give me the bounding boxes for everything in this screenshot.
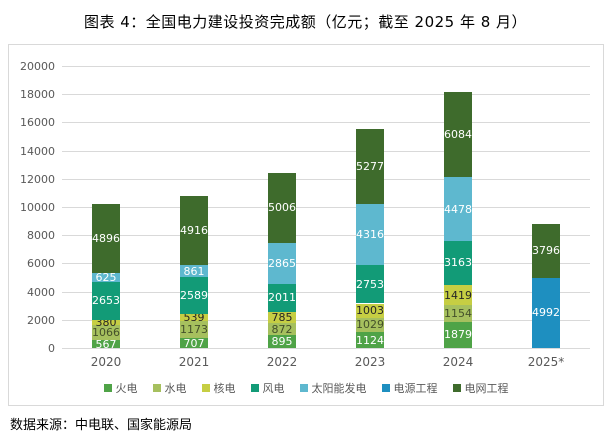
bar-segment bbox=[268, 312, 296, 324]
x-axis-label: 2024 bbox=[442, 355, 474, 369]
gridline bbox=[62, 348, 590, 349]
bar-segment bbox=[444, 285, 472, 306]
legend-swatch bbox=[299, 384, 308, 392]
legend-label: 水电 bbox=[164, 382, 187, 395]
y-axis-tick-label: 10000 bbox=[20, 201, 55, 214]
gridline bbox=[62, 291, 590, 293]
gridline bbox=[62, 66, 590, 67]
source-note: 数据来源：中电联、国家能源局 bbox=[10, 418, 193, 433]
bar-segment bbox=[180, 313, 208, 322]
bar-segment bbox=[444, 321, 472, 348]
legend-swatch bbox=[152, 384, 161, 392]
gridline bbox=[62, 207, 590, 208]
bar-segment bbox=[532, 224, 560, 278]
bar-segment bbox=[268, 323, 296, 336]
x-axis-label: 2022 bbox=[266, 355, 298, 369]
y-axis-tick-label: 20000 bbox=[20, 60, 55, 73]
gridline bbox=[62, 319, 590, 321]
gridline bbox=[62, 94, 590, 96]
legend-swatch bbox=[452, 384, 461, 392]
gridline bbox=[62, 235, 590, 237]
legend-swatch bbox=[381, 384, 390, 392]
y-axis-tick-label: 14000 bbox=[20, 144, 55, 158]
bar-segment bbox=[356, 203, 384, 265]
legend-item: 火电 bbox=[103, 380, 138, 396]
bar-segment bbox=[92, 319, 120, 325]
bar-segment bbox=[444, 91, 472, 178]
bar-segment bbox=[180, 338, 208, 348]
y-axis-tick-label: 8000 bbox=[27, 229, 55, 243]
bar-segment bbox=[444, 177, 472, 241]
bar-segment bbox=[268, 283, 296, 312]
bar-segment bbox=[92, 282, 120, 320]
y-axis-tick-label: 4000 bbox=[27, 285, 55, 299]
gridline bbox=[62, 150, 590, 152]
y-axis-tick-label: 6000 bbox=[27, 257, 55, 271]
chart-box: 567 1066 380 2653 625 4896 707 1173 539 2589 861 49… bbox=[8, 44, 604, 406]
legend-swatch bbox=[103, 384, 112, 392]
legend-item: 电源工程 bbox=[381, 380, 438, 396]
bar-segment bbox=[356, 264, 384, 304]
bar-segment bbox=[444, 305, 472, 322]
x-axis-label: 2021 bbox=[178, 355, 210, 369]
legend-item: 太阳能发电 bbox=[299, 380, 367, 396]
legend-item: 风电 bbox=[250, 380, 285, 396]
legend-swatch bbox=[250, 384, 259, 392]
chart-title: 图表 4：全国电力建设投资完成额（亿元；截至 2025 年 8 月） bbox=[83, 13, 528, 31]
y-axis-tick-label: 2000 bbox=[27, 313, 55, 327]
bar-segment bbox=[92, 204, 120, 274]
legend-label: 火电 bbox=[115, 382, 138, 395]
bar-segment bbox=[356, 303, 384, 318]
bar-segment bbox=[444, 240, 472, 286]
legend-item: 电网工程 bbox=[452, 380, 509, 396]
legend-item: 核电 bbox=[201, 380, 236, 396]
x-axis-label: 2025* bbox=[527, 355, 565, 369]
bar-segment bbox=[180, 265, 208, 278]
legend-label: 太阳能发电 bbox=[311, 382, 367, 395]
x-axis-label: 2020 bbox=[90, 355, 122, 369]
legend-item: 水电 bbox=[152, 380, 187, 396]
gridline bbox=[62, 122, 590, 124]
bar-segment bbox=[92, 340, 120, 348]
bar-segment bbox=[92, 324, 120, 340]
gridline bbox=[62, 178, 590, 180]
legend-swatch bbox=[201, 384, 210, 392]
gridline bbox=[62, 263, 590, 265]
bar-segment bbox=[356, 317, 384, 333]
bar-segment bbox=[268, 243, 296, 284]
legend-label: 风电 bbox=[262, 382, 285, 395]
y-axis-tick-label: 0 bbox=[48, 342, 55, 355]
bar-segment bbox=[356, 129, 384, 204]
legend-label: 电网工程 bbox=[464, 382, 509, 395]
legend: 火电 水电 核电 风电 太阳能发电 电源工程 电网工程 bbox=[9, 380, 603, 396]
bar-segment bbox=[180, 195, 208, 266]
bar-segment bbox=[532, 277, 560, 348]
legend-label: 电源工程 bbox=[393, 382, 438, 395]
bar-segment bbox=[180, 277, 208, 314]
y-axis-tick-label: 18000 bbox=[20, 88, 55, 102]
bar-segment bbox=[92, 273, 120, 283]
plot-area: 567 1066 380 2653 625 4896 707 1173 539 2589 861 49… bbox=[62, 66, 590, 350]
x-axis-label: 2023 bbox=[354, 355, 386, 369]
y-axis-tick-label: 12000 bbox=[20, 172, 55, 186]
legend-label: 核电 bbox=[213, 382, 236, 395]
bar-segment bbox=[356, 332, 384, 348]
bar-segment bbox=[268, 172, 296, 244]
bar-segment bbox=[180, 321, 208, 339]
y-axis-tick-label: 16000 bbox=[20, 116, 55, 130]
bar-segment bbox=[268, 335, 296, 348]
